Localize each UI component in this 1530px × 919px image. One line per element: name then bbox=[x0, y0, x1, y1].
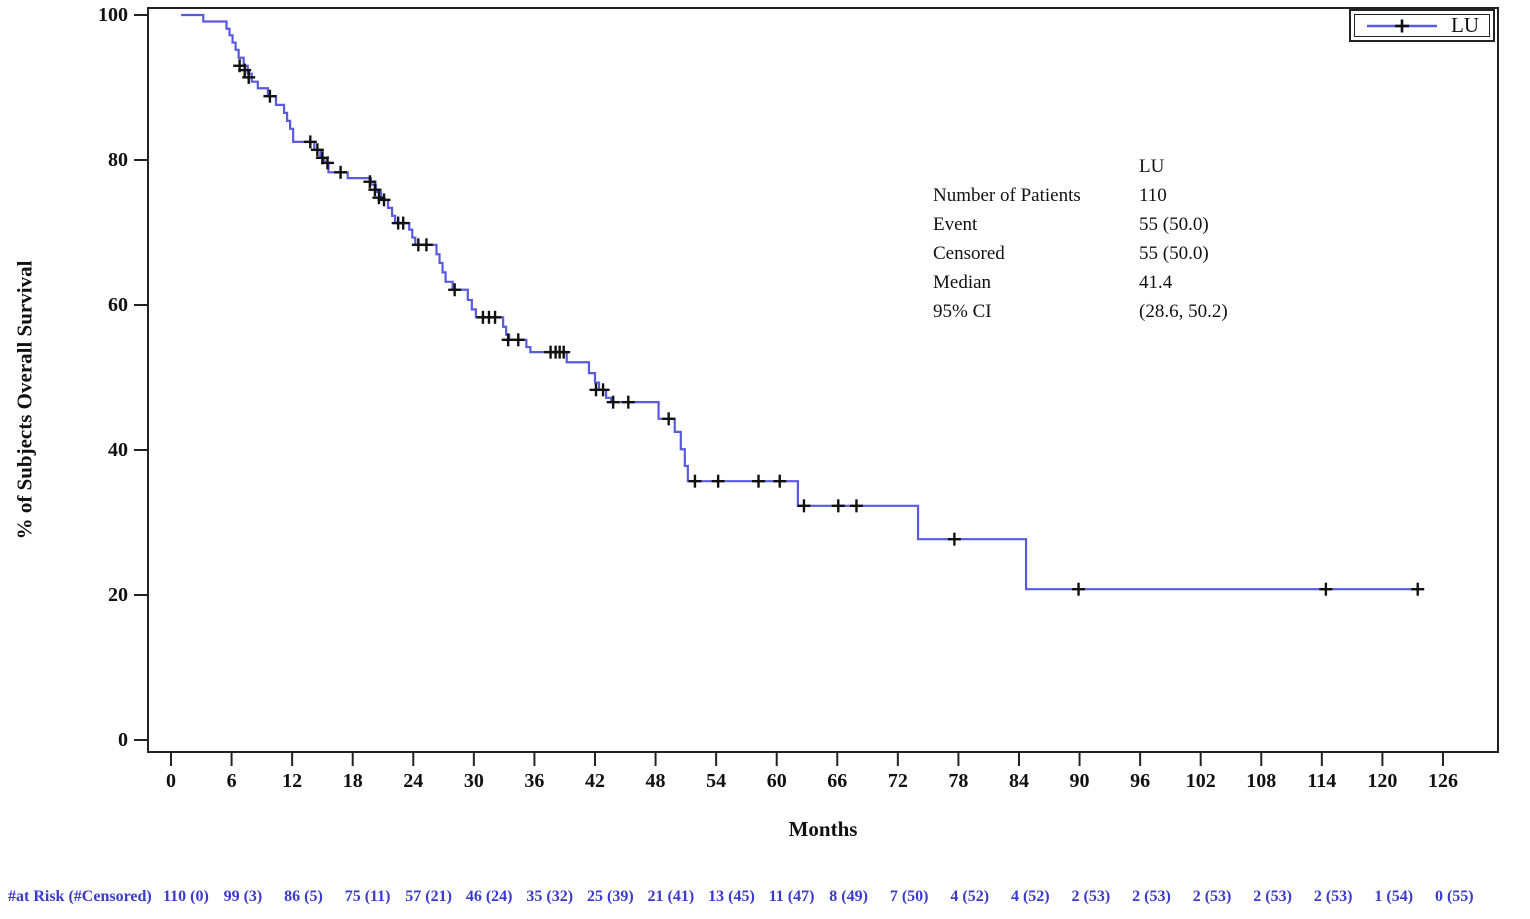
at-risk-value: 110 (0) bbox=[163, 888, 209, 905]
at-risk-value: 2 (53) bbox=[1192, 888, 1232, 905]
stats-value-event: 55 (50.0) bbox=[1139, 214, 1209, 235]
x-tick-label: 108 bbox=[1246, 770, 1277, 792]
at-risk-value: 2 (53) bbox=[1313, 888, 1353, 905]
at-risk-value: 21 (41) bbox=[647, 888, 695, 905]
at-risk-value: 86 (5) bbox=[284, 888, 323, 905]
x-tick-label: 126 bbox=[1427, 770, 1458, 792]
at-risk-value: 2 (53) bbox=[1132, 888, 1171, 905]
at-risk-value: 0 (55) bbox=[1434, 888, 1474, 905]
at-risk-value: 75 (11) bbox=[344, 888, 391, 905]
stats-row-censored: Censored 55 (50.0) bbox=[933, 239, 1228, 268]
x-tick-label: 18 bbox=[342, 770, 363, 792]
y-tick-label: 100 bbox=[98, 4, 128, 26]
x-tick-label: 90 bbox=[1069, 770, 1090, 792]
x-tick-label: 12 bbox=[282, 770, 303, 792]
at-risk-value: 8 (49) bbox=[829, 888, 868, 905]
stats-label-patients: Number of Patients bbox=[933, 185, 1081, 206]
stats-label-censored: Censored bbox=[933, 243, 1005, 264]
stats-row-median: Median 41.4 bbox=[933, 268, 1228, 297]
x-tick-label: 72 bbox=[887, 770, 908, 792]
stats-box: LU Number of Patients 110 Event 55 (50.0… bbox=[933, 152, 1228, 326]
x-tick-label: 6 bbox=[226, 770, 237, 792]
stats-label-ci: 95% CI bbox=[933, 301, 992, 322]
stats-value-censored: 55 (50.0) bbox=[1139, 243, 1209, 264]
at-risk-value: 25 (39) bbox=[586, 888, 634, 905]
stats-label-event: Event bbox=[933, 214, 978, 235]
survival-step-curve bbox=[181, 13, 1421, 591]
at-risk-value: 4 (52) bbox=[1010, 888, 1050, 905]
x-tick-label: 42 bbox=[584, 770, 605, 792]
stats-header-spacer bbox=[933, 152, 1139, 181]
stats-group-header: LU bbox=[1139, 156, 1165, 177]
x-tick-label: 102 bbox=[1185, 770, 1216, 792]
stats-value-patients: 110 bbox=[1139, 185, 1167, 206]
stats-row-patients: Number of Patients 110 bbox=[933, 181, 1228, 210]
stats-header-row: LU bbox=[933, 152, 1228, 181]
at-risk-value: 46 (24) bbox=[465, 888, 513, 905]
y-tick-label: 60 bbox=[108, 294, 128, 316]
at-risk-value: 2 (53) bbox=[1253, 888, 1292, 905]
x-tick-label: 84 bbox=[1008, 770, 1029, 792]
stats-value-median: 41.4 bbox=[1139, 272, 1173, 293]
y-axis-title: % of Subjects Overall Survival bbox=[12, 260, 37, 540]
x-tick-label: 60 bbox=[766, 770, 787, 792]
x-tick-label: 36 bbox=[524, 770, 545, 792]
y-tick-label: 20 bbox=[108, 584, 128, 606]
y-tick-label: 80 bbox=[108, 149, 128, 171]
y-tick-label: 0 bbox=[118, 729, 128, 751]
x-tick-label: 48 bbox=[645, 770, 666, 792]
x-tick-label: 120 bbox=[1367, 770, 1398, 792]
stats-row-ci: 95% CI (28.6, 50.2) bbox=[933, 297, 1228, 326]
stats-row-event: Event 55 (50.0) bbox=[933, 210, 1228, 239]
stats-label-median: Median bbox=[933, 272, 992, 293]
x-tick-label: 78 bbox=[948, 770, 969, 792]
at-risk-value: 1 (54) bbox=[1374, 888, 1414, 905]
at-risk-value: 11 (47) bbox=[768, 888, 815, 905]
at-risk-value: 7 (50) bbox=[889, 888, 929, 905]
at-risk-value: 13 (45) bbox=[708, 888, 755, 905]
x-tick-label: 30 bbox=[463, 770, 484, 792]
x-tick-label: 24 bbox=[403, 770, 424, 792]
at-risk-value: 4 (52) bbox=[950, 888, 990, 905]
at-risk-row-label: #at Risk (#Censored) bbox=[8, 888, 152, 905]
at-risk-value: 99 (3) bbox=[223, 888, 263, 905]
x-tick-label: 66 bbox=[827, 770, 848, 792]
x-tick-label: 0 bbox=[166, 770, 176, 792]
legend-line-marker-icon bbox=[1367, 19, 1437, 32]
at-risk-value: 35 (32) bbox=[526, 888, 574, 905]
at-risk-value: 2 (53) bbox=[1071, 888, 1111, 905]
x-axis-title: Months bbox=[788, 817, 858, 841]
stats-value-ci: (28.6, 50.2) bbox=[1139, 301, 1228, 322]
x-tick-label: 114 bbox=[1307, 770, 1337, 792]
legend-inner-frame: LU bbox=[1354, 13, 1490, 37]
x-tick-label: 54 bbox=[706, 770, 727, 792]
plot-frame bbox=[147, 7, 1499, 753]
y-tick-label: 40 bbox=[108, 439, 128, 461]
at-risk-value: 57 (21) bbox=[405, 888, 452, 905]
x-tick-label: 96 bbox=[1130, 770, 1151, 792]
legend: LU bbox=[1349, 9, 1495, 42]
legend-series-label: LU bbox=[1451, 13, 1479, 37]
